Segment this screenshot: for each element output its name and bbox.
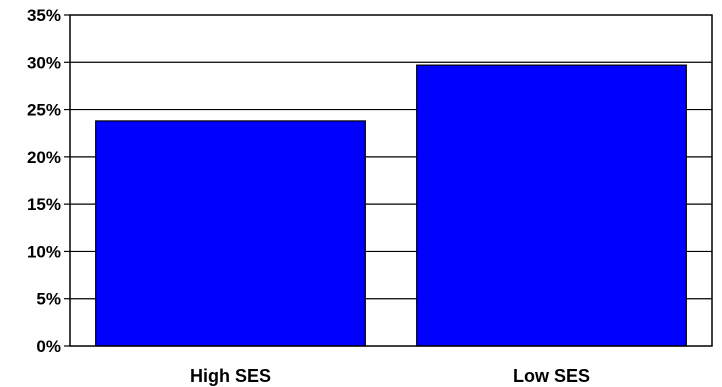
y-tick-label: 5% [36,290,61,309]
y-axis-ticks: 0% 5% 10% 15% 20% 25% 30% 35% [27,6,70,356]
y-tick-label: 30% [27,53,61,72]
y-tick-label: 25% [27,101,61,120]
bar-high-ses [95,120,366,347]
x-axis-labels: High SES Low SES [190,366,590,386]
bars [95,64,687,347]
bar-low-ses [416,64,687,347]
y-tick-label: 20% [27,148,61,167]
y-tick-label: 15% [27,195,61,214]
y-tick-label: 35% [27,6,61,25]
plot-frame [69,14,713,347]
x-category-label: Low SES [513,366,590,386]
x-category-label: High SES [190,366,271,386]
y-tick-label: 0% [36,337,61,356]
y-tick-label: 10% [27,242,61,261]
